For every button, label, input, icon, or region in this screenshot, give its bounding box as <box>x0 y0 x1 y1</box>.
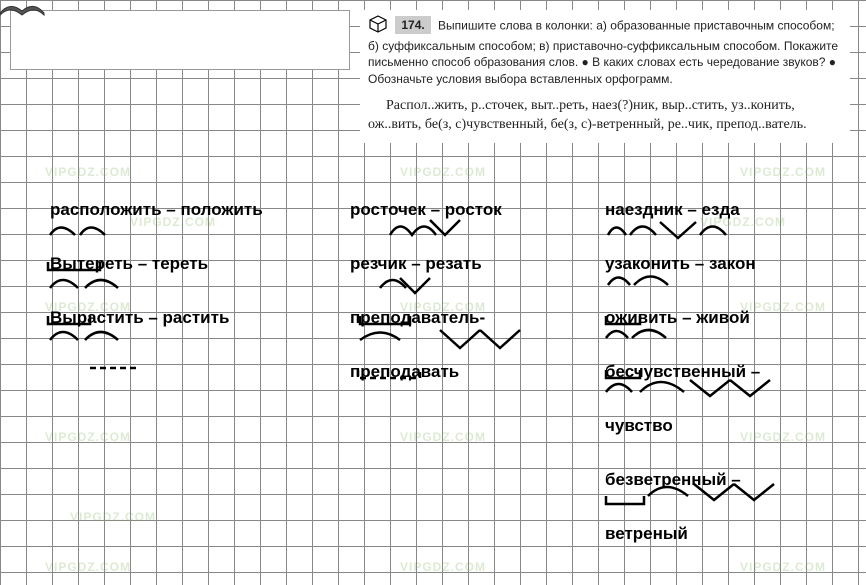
exercise-words: Распол..жить, р..сточек, выт..реть, наез… <box>368 97 842 135</box>
word-pair: чувство <box>605 416 855 436</box>
word-pair: преподавать <box>350 362 590 382</box>
column-a: расположить – положить Вытереть – тереть… <box>50 200 330 362</box>
word-pair: Вытереть – тереть <box>50 254 330 274</box>
cube-icon <box>368 14 388 38</box>
word-pair: росточек – росток <box>350 200 590 220</box>
exercise-instruction: Выпишите слова в колонки: а) образованны… <box>368 18 838 85</box>
exercise-number: 174. <box>395 16 430 34</box>
blank-box <box>10 10 350 70</box>
word-pair: оживить – живой <box>605 308 855 328</box>
word-pair: преподаватель- <box>350 308 590 328</box>
column-b: росточек – росток резчик – резать препод… <box>350 200 590 416</box>
word-pair: наездник – езда <box>605 200 855 220</box>
word-pair: ветреный <box>605 524 855 544</box>
word-pair: узаконить – закон <box>605 254 855 274</box>
exercise-text-box: 174. Выпишите слова в колонки: а) образо… <box>360 10 850 143</box>
word-pair: Вырастить – растить <box>50 308 330 328</box>
word-pair: расположить – положить <box>50 200 330 220</box>
book-icon <box>0 0 48 19</box>
column-c: наездник – езда узаконить – закон оживит… <box>605 200 855 578</box>
word-pair: безветренный – <box>605 470 855 490</box>
word-pair: бесчувственный – <box>605 362 855 382</box>
word-pair: резчик – резать <box>350 254 590 274</box>
